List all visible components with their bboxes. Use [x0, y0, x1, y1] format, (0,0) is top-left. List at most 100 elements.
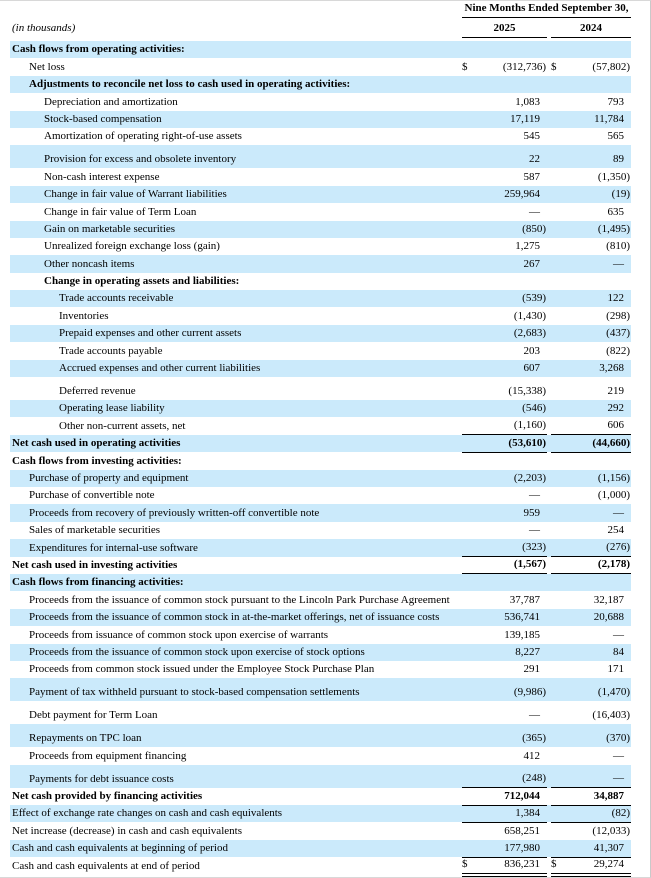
value-2024: 34,887	[567, 787, 631, 806]
units-label: (in thousands)	[12, 22, 76, 34]
currency-symbol-2025	[462, 701, 480, 724]
row-label: Cash flows from investing activities:	[12, 454, 182, 467]
row-label: Unrealized foreign exchange loss (gain)	[44, 240, 220, 253]
table-row: Proceeds from common stock issued under …	[10, 661, 631, 678]
table-row: Net cash used in investing activities (1,…	[10, 556, 631, 575]
value-2024: (12,033)	[592, 824, 630, 837]
table-row: Proceeds from the issuance of common sto…	[10, 591, 631, 608]
value-2024: 32,187	[593, 593, 624, 606]
row-label: Proceeds from the issuance of common sto…	[29, 593, 450, 606]
row-label: Proceeds from equipment financing	[29, 749, 187, 762]
currency-symbol-2024	[551, 504, 567, 522]
value-2025: 1,384	[480, 805, 547, 823]
currency-symbol-2024	[551, 185, 567, 204]
row-label: Deferred revenue	[59, 385, 136, 398]
value-2025	[480, 273, 547, 290]
row-label: Purchase of property and equipment	[10, 469, 462, 487]
value-2025: (2,203)	[480, 469, 547, 487]
currency-symbol-2024	[551, 724, 567, 748]
table-row: Change in fair value of Warrant liabilit…	[10, 185, 631, 204]
value-2024: —	[567, 255, 631, 273]
currency-symbol-2025	[462, 93, 480, 110]
column-gap	[547, 324, 551, 343]
value-2024: (437)	[567, 324, 631, 343]
row-label: Change in fair value of Warrant liabilit…	[10, 185, 462, 204]
value-2025	[480, 452, 547, 469]
column-gap	[547, 643, 551, 661]
value-2024	[567, 75, 631, 94]
row-label: Accrued expenses and other current liabi…	[10, 359, 462, 378]
value-2025: 17,119	[480, 110, 547, 128]
value-2024	[567, 273, 631, 290]
currency-symbol-2025	[462, 661, 480, 678]
currency-symbol-2025	[462, 839, 480, 858]
value-2025: (365)	[480, 724, 547, 748]
column-gap	[547, 504, 551, 522]
currency-symbol-2024	[551, 591, 567, 608]
currency-symbol-2025	[462, 203, 480, 220]
table-row: Net cash provided by financing activitie…	[10, 787, 631, 806]
row-label: Proceeds from issuance of common stock u…	[29, 628, 329, 641]
table-row: Depreciation and amortization 1,083 793	[10, 93, 631, 110]
value-2025: (9,986)	[480, 678, 547, 702]
currency-symbol-2025	[462, 41, 480, 59]
column-gap	[547, 724, 551, 748]
currency-symbol-2024	[551, 626, 567, 643]
row-label: Net increase (decrease) in cash and cash…	[12, 824, 242, 837]
column-gap	[547, 434, 551, 453]
row-label: Cash flows from financing activities:	[10, 573, 462, 592]
value-2025: (323)	[480, 539, 547, 558]
currency-symbol-2025	[462, 377, 480, 400]
currency-symbol-2025	[462, 168, 480, 185]
row-label: Net loss	[29, 60, 65, 73]
currency-symbol-2024	[551, 75, 567, 94]
currency-symbol-2024	[551, 573, 567, 592]
row-label: Adjustments to reconcile net loss to cas…	[10, 75, 462, 94]
value-2025: 836,231	[480, 857, 547, 877]
value-2024: (2,178)	[567, 556, 631, 575]
currency-symbol-2024	[551, 487, 567, 504]
currency-symbol-2024	[551, 145, 567, 169]
row-label: Non-cash interest expense	[44, 170, 160, 183]
row-label: Proceeds from the issuance of common sto…	[10, 608, 462, 627]
row-label: Proceeds from common stock issued under …	[29, 663, 375, 676]
table-row: Cash and cash equivalents at end of peri…	[10, 857, 631, 877]
currency-symbol-2025	[462, 324, 480, 343]
currency-symbol-2024: $	[551, 857, 567, 877]
value-2025: (1,567)	[480, 556, 547, 575]
table-row: Gain on marketable securities (850) (1,495…	[10, 220, 631, 238]
row-label: Amortization of operating right-of-use a…	[44, 130, 242, 143]
currency-symbol-2024	[551, 238, 567, 255]
table-row: Proceeds from issuance of common stock u…	[10, 626, 631, 643]
value-2024: 171	[607, 663, 625, 676]
column-gap	[547, 678, 551, 702]
table-row: Stock-based compensation 17,119 11,784	[10, 110, 631, 128]
currency-symbol-2025	[462, 643, 480, 661]
column-gap	[547, 145, 551, 169]
table-row: Deferred revenue (15,338) 219	[10, 377, 631, 400]
row-label: Purchase of convertible note	[29, 489, 155, 502]
column-gap	[547, 359, 551, 378]
currency-symbol-2024	[551, 434, 567, 453]
value-2025: (312,736)	[502, 60, 546, 73]
table-row: Trade accounts payable 203 (822)	[10, 342, 631, 359]
currency-symbol-2025	[462, 255, 480, 273]
column-gap	[547, 41, 551, 59]
value-2024: (1,495)	[567, 220, 631, 238]
currency-symbol-2025	[462, 539, 480, 558]
value-2024: 3,268	[567, 359, 631, 378]
value-2025: —	[529, 489, 540, 502]
row-label: Sales of marketable securities	[29, 524, 161, 537]
value-2025: 259,964	[480, 185, 547, 204]
row-label: Change in operating assets and liabiliti…	[44, 275, 240, 288]
table-row: Provision for excess and obsolete invent…	[10, 145, 631, 169]
currency-symbol-2024	[551, 787, 567, 806]
table-row: Unrealized foreign exchange loss (gain) 1…	[10, 238, 631, 255]
value-2025: (53,610)	[480, 434, 547, 453]
row-label: Other non-current assets, net	[59, 419, 186, 432]
currency-symbol-2024	[551, 452, 567, 469]
value-2024: (276)	[567, 539, 631, 558]
value-2025: 712,044	[480, 787, 547, 806]
value-2025: (248)	[480, 764, 547, 789]
value-2024: (16,403)	[592, 709, 630, 722]
